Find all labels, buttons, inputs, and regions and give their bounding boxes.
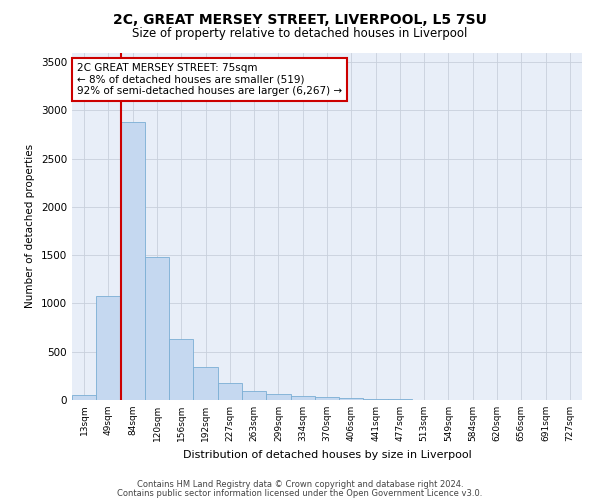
Bar <box>145 257 169 400</box>
Bar <box>121 122 145 400</box>
Bar <box>193 367 218 400</box>
Text: Contains public sector information licensed under the Open Government Licence v3: Contains public sector information licen… <box>118 488 482 498</box>
Bar <box>242 391 266 400</box>
Text: Size of property relative to detached houses in Liverpool: Size of property relative to detached ho… <box>133 28 467 40</box>
Text: Contains HM Land Registry data © Crown copyright and database right 2024.: Contains HM Land Registry data © Crown c… <box>137 480 463 489</box>
Bar <box>315 397 339 400</box>
Bar <box>72 395 96 400</box>
Bar <box>218 383 242 400</box>
Text: 2C GREAT MERSEY STREET: 75sqm
← 8% of detached houses are smaller (519)
92% of s: 2C GREAT MERSEY STREET: 75sqm ← 8% of de… <box>77 63 342 96</box>
Bar <box>339 398 364 400</box>
Bar <box>169 339 193 400</box>
Bar <box>96 296 121 400</box>
Bar <box>266 394 290 400</box>
Y-axis label: Number of detached properties: Number of detached properties <box>25 144 35 308</box>
Bar <box>388 399 412 400</box>
Bar <box>364 399 388 400</box>
Text: 2C, GREAT MERSEY STREET, LIVERPOOL, L5 7SU: 2C, GREAT MERSEY STREET, LIVERPOOL, L5 7… <box>113 12 487 26</box>
Bar <box>290 396 315 400</box>
X-axis label: Distribution of detached houses by size in Liverpool: Distribution of detached houses by size … <box>182 450 472 460</box>
